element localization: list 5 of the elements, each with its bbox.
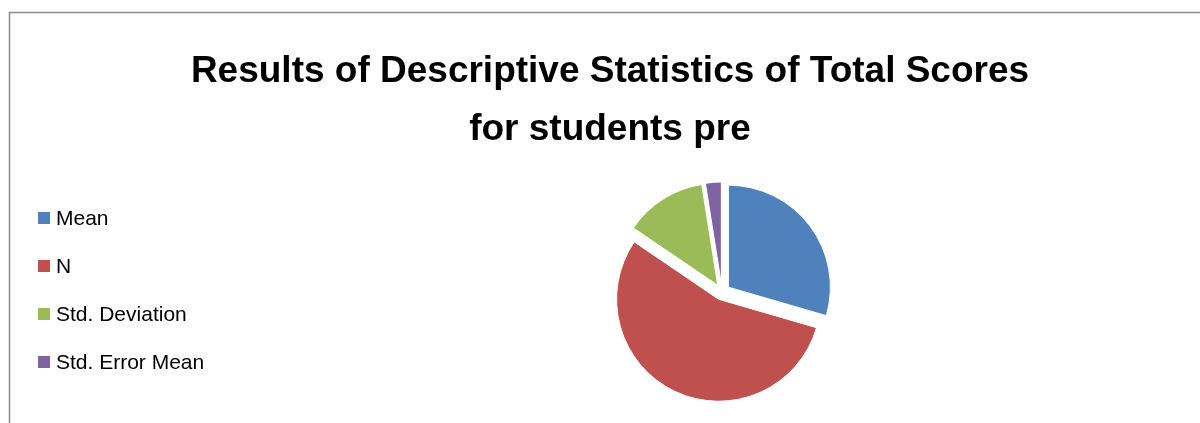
legend-label: Std. Error Mean bbox=[56, 350, 205, 373]
legend-label: Std. Deviation bbox=[56, 302, 187, 325]
chart-title: Results of Descriptive Statistics of Total Scores for students pre bbox=[190, 49, 1030, 148]
legend-label: Mean bbox=[56, 206, 109, 229]
legend-label: N bbox=[56, 254, 72, 277]
